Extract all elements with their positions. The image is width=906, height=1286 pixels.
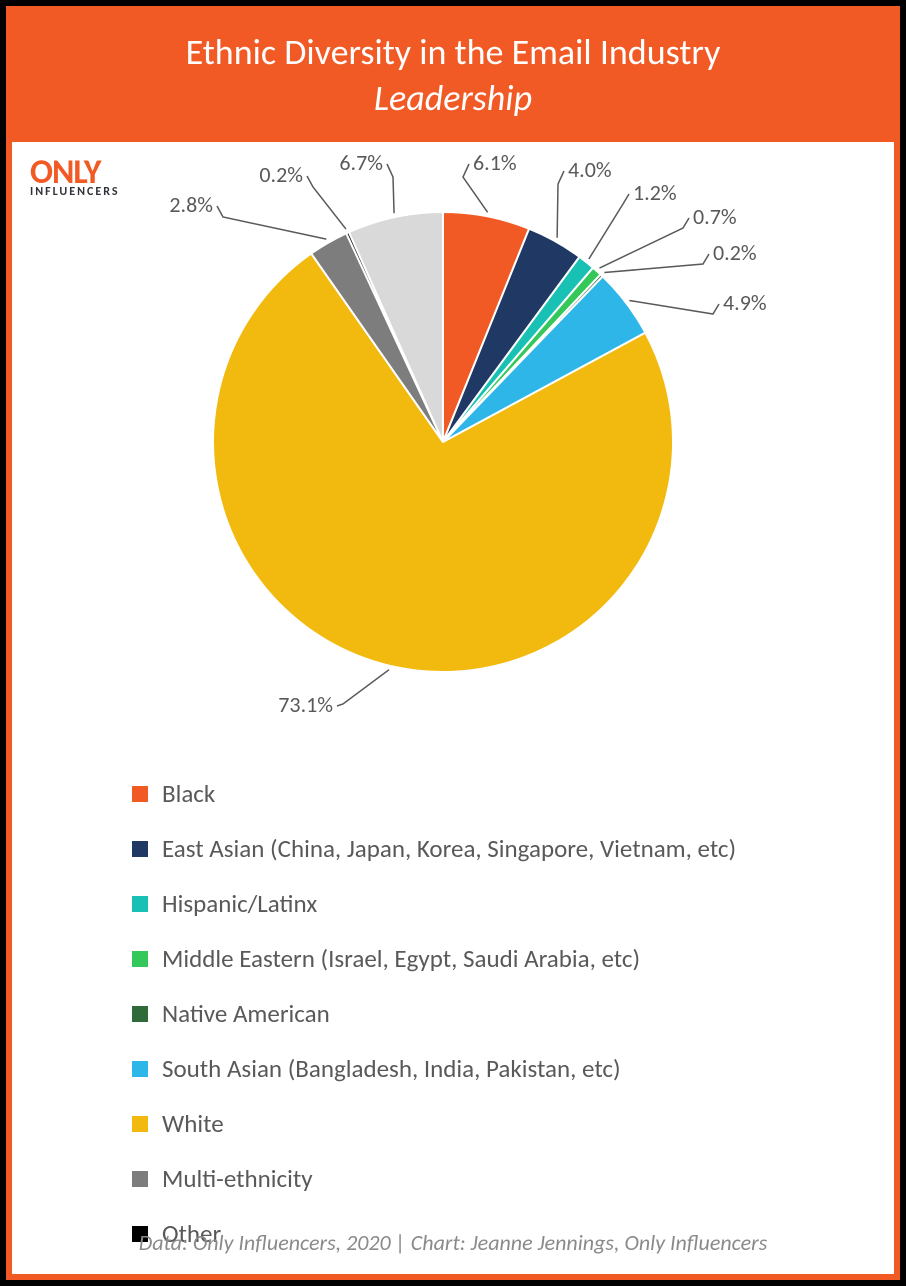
leader-native_american — [604, 254, 709, 273]
legend-label-multi: Multi-ethnicity — [162, 1163, 313, 1194]
legend-swatch-black — [132, 786, 148, 802]
header-line2: Leadership — [22, 76, 884, 120]
header-line1: Ethnic Diversity in the Email Industry — [22, 30, 884, 74]
pie-chart-svg: 6.1% 4.0% 1.2% 0.7% 0.2% 4.9% 73.1% 2.8% 0.2% 6.7… — [13, 142, 893, 762]
leader-east_asian — [557, 171, 564, 238]
legend-swatch-multi — [132, 1171, 148, 1187]
pct-label-south_asian: 4.9% — [723, 289, 767, 316]
legend: Black East Asian (China, Japan, Korea, Si… — [132, 778, 854, 1274]
chart-content: ONLY INFLUENCERS 6.1%4.0%1.2%0.7%0.2%4.9… — [12, 142, 894, 1274]
pct-label-middle_eastern: 0.7% — [693, 203, 737, 230]
legend-row-native_american: Native American — [132, 998, 854, 1029]
leader-multi — [217, 206, 326, 239]
orange-frame: Ethnic Diversity in the Email Industry L… — [6, 6, 900, 1280]
pct-label-native_american: 0.2% — [713, 239, 757, 266]
legend-swatch-white — [132, 1116, 148, 1132]
pie-chart-wrap: 6.1% 4.0% 1.2% 0.7% 0.2% 4.9% 73.1% 2.8% 0.2% 6.7… — [12, 142, 894, 762]
legend-swatch-east_asian — [132, 841, 148, 857]
pct-label-black: 6.1% — [473, 149, 517, 176]
legend-swatch-middle_eastern — [132, 951, 148, 967]
legend-label-unknown: Unknown — [162, 1273, 260, 1274]
leader-white — [337, 670, 389, 706]
legend-label-hispanic: Hispanic/Latinx — [162, 888, 317, 919]
legend-label-middle_eastern: Middle Eastern (Israel, Egypt, Saudi Ara… — [162, 943, 640, 974]
legend-swatch-native_american — [132, 1006, 148, 1022]
pct-label-unknown: 6.7% — [339, 149, 383, 176]
legend-label-white: White — [162, 1108, 224, 1139]
leader-other — [307, 176, 346, 229]
leader-hispanic — [589, 194, 629, 259]
legend-label-black: Black — [162, 778, 215, 809]
leader-south_asian — [629, 301, 719, 314]
legend-swatch-hispanic — [132, 896, 148, 912]
leader-unknown — [387, 164, 394, 213]
legend-row-multi: Multi-ethnicity — [132, 1163, 854, 1194]
pct-label-hispanic: 1.2% — [633, 179, 677, 206]
legend-label-native_american: Native American — [162, 998, 330, 1029]
legend-row-east_asian: East Asian (China, Japan, Korea, Singapo… — [132, 833, 854, 864]
legend-row-unknown: Unknown — [132, 1273, 854, 1274]
leader-middle_eastern — [600, 218, 689, 268]
legend-label-south_asian: South Asian (Bangladesh, India, Pakistan… — [162, 1053, 621, 1084]
legend-row-middle_eastern: Middle Eastern (Israel, Egypt, Saudi Ara… — [132, 943, 854, 974]
chart-footer: Data: Only Influencers, 2020 | Chart: Je… — [12, 1229, 894, 1256]
legend-row-hispanic: Hispanic/Latinx — [132, 888, 854, 919]
outer-frame: Ethnic Diversity in the Email Industry L… — [0, 0, 906, 1286]
pct-label-east_asian: 4.0% — [568, 156, 612, 183]
legend-row-black: Black — [132, 778, 854, 809]
legend-row-south_asian: South Asian (Bangladesh, India, Pakistan… — [132, 1053, 854, 1084]
pct-label-other: 0.2% — [259, 161, 303, 188]
pct-label-white: 73.1% — [278, 691, 333, 718]
chart-header: Ethnic Diversity in the Email Industry L… — [12, 12, 894, 142]
pct-label-multi: 2.8% — [169, 191, 213, 218]
legend-row-white: White — [132, 1108, 854, 1139]
legend-swatch-south_asian — [132, 1061, 148, 1077]
legend-label-east_asian: East Asian (China, Japan, Korea, Singapo… — [162, 833, 736, 864]
